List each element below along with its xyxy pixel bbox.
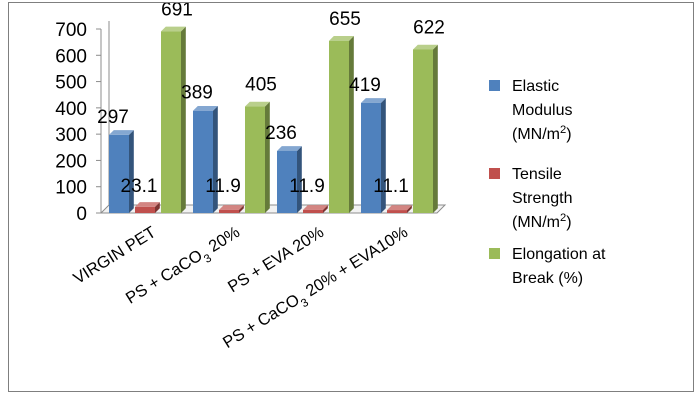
bar [135,202,160,213]
bar-side [155,202,160,213]
legend-swatch [489,248,500,259]
bar-front [135,206,155,213]
bar-side [297,146,302,213]
bar [193,105,218,213]
data-label: 11.9 [289,176,325,197]
legend-item: Elongation at Break (%) [489,246,606,287]
bar-side [265,101,270,213]
bar-side [381,98,386,213]
data-label: 419 [349,75,381,96]
bar [245,101,270,213]
bar-side [239,205,244,213]
legend-label: Break (%) [512,270,583,287]
data-label: 691 [161,3,193,20]
y-tick-label: 600 [55,46,87,67]
chart-frame: 0 100 200 300 400 500 600 700 297 23.1 691 389 11.9 4… [8,2,694,392]
bar-front [303,209,323,213]
bars [109,26,438,214]
data-label: 622 [413,18,445,39]
chart-floor [99,204,447,214]
bar-top [329,36,354,41]
y-tick-label: 500 [55,73,87,94]
plot-walls [99,21,447,214]
bar-top [109,130,134,135]
legend-label: Modulus [512,102,572,119]
legend-label: Tensile [512,166,562,183]
bar-side [349,36,354,214]
legend-swatch [489,168,500,179]
bar-side [181,26,186,213]
bar-top [303,205,328,210]
bar [329,36,354,214]
bar-chart: 0 100 200 300 400 500 600 700 297 23.1 691 389 11.9 4… [55,3,606,352]
bar-front [193,110,213,213]
data-label: 11.1 [373,176,409,197]
bar-top [413,44,438,50]
bar-side [433,44,438,214]
data-label: 405 [245,75,277,96]
y-tick-label: 400 [55,99,87,120]
bar-side [407,205,412,213]
bar-front [277,150,297,213]
bar-side [323,205,328,213]
y-tick-label: 100 [55,178,87,199]
legend-label: Elastic [512,78,559,95]
bar [387,205,412,213]
bar-front [361,102,381,213]
y-tick-label: 200 [55,151,87,172]
data-label: 236 [265,123,297,144]
y-tick-label: 0 [76,204,87,225]
legend-label: Elongation at [512,246,606,263]
data-label: 297 [97,107,129,128]
legend-item: Tensile Strength (MN/m2) [489,166,572,231]
bar-front [109,134,129,213]
legend-label: Strength [512,190,572,207]
legend-swatch [489,80,500,91]
bar [413,44,438,214]
bar [303,205,328,213]
bar-front [245,106,265,213]
y-tick-label: 300 [55,125,87,146]
data-labels: 297 23.1 691 389 11.9 405 236 11.9 655 419 11.1 622 [97,3,445,197]
data-label: 23.1 [121,176,158,197]
legend-label: (MN/m2) [512,212,572,231]
legend: Elastic Modulus (MN/m2) Tensile Strength (MN/… [489,78,606,287]
bar-top [277,146,302,151]
bar-front [329,40,349,214]
bar-top [193,105,218,111]
bar [161,26,186,213]
bar-front [413,49,433,214]
bar-top [387,205,412,211]
legend-item: Elastic Modulus (MN/m2) [489,78,572,143]
bar-side [129,130,134,213]
bar [361,98,386,213]
bar-top [361,98,386,103]
bar-side [213,105,218,213]
bar-top [161,26,186,32]
bar-front [161,31,181,213]
bar [219,205,244,213]
bar [277,146,302,213]
legend-label: (MN/m2) [512,124,572,143]
bar-front [219,209,239,213]
bar-top [219,205,244,210]
bar-top [245,101,270,107]
data-label: 389 [181,83,213,104]
bar-top [135,202,160,207]
data-label: 11.9 [205,176,241,197]
y-axis: 0 100 200 300 400 500 600 700 [55,20,101,225]
bar-front [387,210,407,213]
data-label: 655 [329,9,361,30]
bar [109,130,134,213]
y-tick-label: 700 [55,20,87,41]
